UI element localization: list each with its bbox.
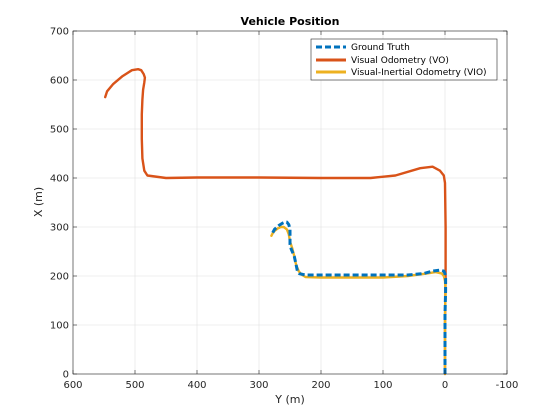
x-tick-label: 300 [249, 380, 268, 391]
y-tick-label: 100 [50, 321, 69, 332]
x-tick-label: 200 [311, 380, 330, 391]
x-tick-label: 100 [373, 380, 392, 391]
x-tick-label: 0 [442, 380, 448, 391]
legend-label-vio: Visual-Inertial Odometry (VIO) [351, 68, 487, 78]
y-tick-label: 200 [50, 272, 69, 283]
x-tick-label: -100 [496, 380, 519, 391]
y-tick-label: 500 [50, 125, 69, 136]
y-tick-label: 400 [50, 174, 69, 185]
x-tick-label: 600 [63, 380, 82, 391]
series-ground-truth [271, 220, 448, 374]
plot-area [73, 31, 507, 374]
y-tick-label: 700 [50, 27, 69, 38]
plot-frame [72, 30, 508, 375]
x-tick-label: 500 [125, 380, 144, 391]
legend-label-ground-truth: Ground Truth [351, 43, 410, 53]
legend: Ground Truth Visual Odometry (VO) Visual… [310, 38, 498, 81]
chart-title: Vehicle Position [241, 15, 340, 28]
y-axis-label: X (m) [32, 187, 45, 217]
y-tick-label: 600 [50, 76, 69, 87]
y-tick-label: 0 [63, 370, 69, 381]
ticks: 600 500 400 300 200 100 0 -100 0 100 200 300 400 500 6… [50, 27, 518, 392]
legend-label-vo: Visual Odometry (VO) [351, 56, 449, 66]
x-tick-label: 400 [187, 380, 206, 391]
series-visual-odometry [103, 67, 447, 376]
y-tick-label: 300 [50, 223, 69, 234]
series-layer [103, 67, 448, 376]
x-axis-label: Y (m) [274, 393, 305, 406]
